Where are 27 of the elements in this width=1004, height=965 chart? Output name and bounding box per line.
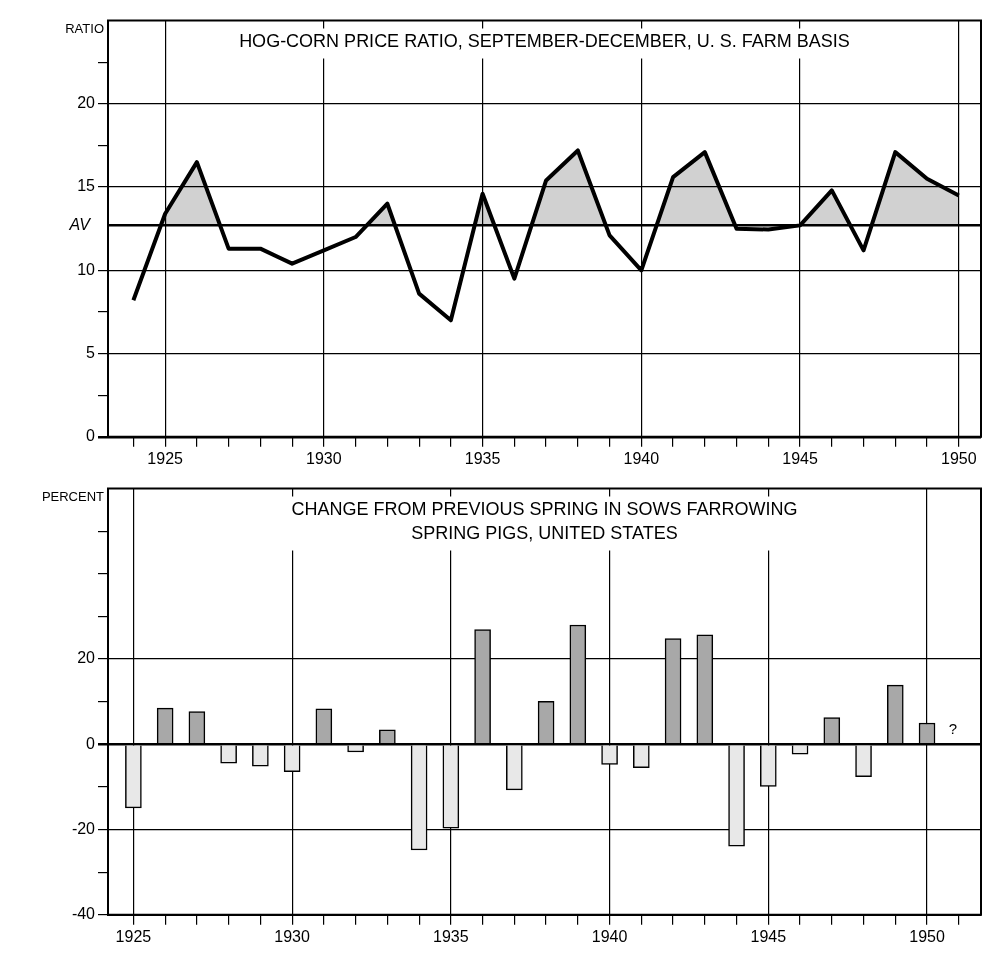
- y-tick-label: -40: [71, 905, 96, 923]
- x-tick-label: 1930: [274, 927, 311, 945]
- x-tick-label: 1945: [750, 927, 787, 945]
- y-tick-label: 20: [77, 94, 96, 112]
- y-axis-title: PERCENT: [41, 488, 105, 504]
- x-tick-label: 1945: [782, 449, 818, 467]
- x-tick-label: 1925: [147, 449, 184, 467]
- y-tick-label: 10: [77, 260, 96, 278]
- text: HOG-CORN PRICE RATIO, SEPTEMBER-DECEMBER, U. S. FARM BASIS: [239, 30, 850, 51]
- y-axis-title: RATIO: [65, 20, 104, 36]
- text: CHANGE FROM PREVIOUS SPRING IN SOWS FARROWING SPRING PIGS, UNITED STATES: [291, 498, 798, 543]
- x-tick-label: 1935: [433, 927, 469, 945]
- y-tick-label: 20: [77, 649, 96, 667]
- y-tick-label: 0: [86, 734, 96, 752]
- x-tick-label: 1950: [940, 449, 977, 467]
- y-tick-label: -20: [71, 819, 96, 837]
- ref-line-label: AV: [68, 215, 92, 233]
- y-tick-label: 5: [86, 343, 96, 361]
- x-tick-label: 1935: [464, 449, 501, 467]
- x-tick-label: 1940: [623, 449, 660, 467]
- x-tick-label: 1950: [909, 927, 945, 945]
- y-tick-label: 15: [77, 177, 96, 195]
- x-tick-label: 1925: [115, 927, 152, 945]
- annotation: ?: [948, 720, 958, 738]
- x-tick-label: 1930: [306, 449, 342, 467]
- x-tick-label: 1940: [591, 927, 628, 945]
- y-tick-label: 0: [86, 427, 96, 445]
